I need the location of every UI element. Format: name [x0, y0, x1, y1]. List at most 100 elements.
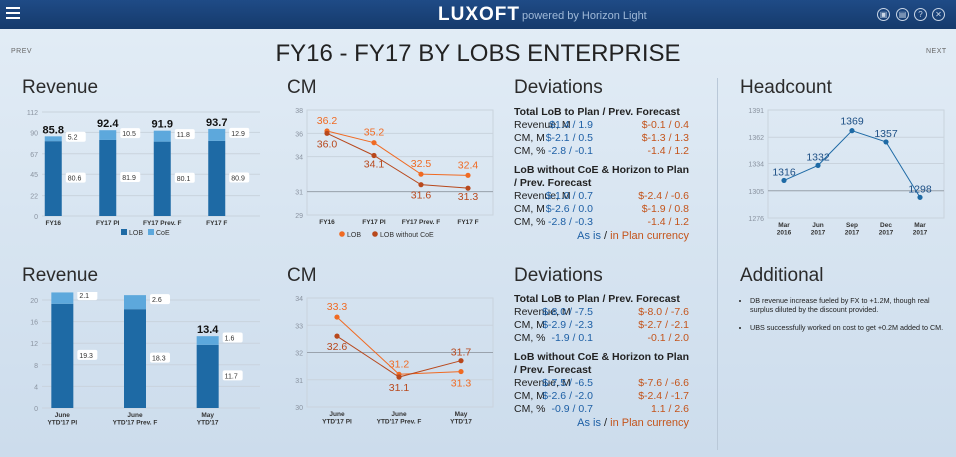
lob-value-box — [65, 172, 86, 183]
revenue-bottom-title: Revenue — [22, 265, 99, 286]
bar-lob-label: 80.9 — [231, 175, 245, 182]
y-tick-label: 1334 — [748, 162, 764, 169]
y-tick-label: 8 — [34, 363, 38, 370]
series-line — [326, 132, 469, 189]
data-point — [849, 128, 855, 134]
bar-coe-label: 2.6 — [152, 297, 162, 304]
headcount-chart: 1276 1305 1334 1362 1391 1316 1332 1369 1357 1298… — [748, 108, 945, 237]
y-tick-label: 4 — [34, 384, 38, 391]
data-point — [324, 130, 330, 136]
data-point — [917, 194, 923, 200]
bar-lob-label: 81.9 — [122, 175, 136, 182]
bar-coe-label: 5.2 — [68, 135, 78, 142]
additional-item: DB revenue increase fueled by FX to +1.2… — [750, 296, 950, 314]
data-point — [334, 314, 340, 320]
data-label: 36.0 — [317, 138, 338, 150]
deviation-row: CM, M $-2.1 / 0.5 $-1.3 / 1.3 — [514, 132, 689, 144]
headcount-title: Headcount — [740, 77, 832, 98]
lob-value-box — [77, 349, 98, 360]
deviation-row: CM, % -1.9 / 0.1 -0.1 / 2.0 — [514, 332, 689, 344]
bar-coe-label: 2.1 — [79, 293, 89, 300]
deviation-row: Revenue, M $1.4 / 1.9 $-0.1 / 0.4 — [514, 119, 689, 131]
revenue-top-chart: 0 22 45 67 90 112 85.8 5.2 80.6 FY16 92.410.5 81.9 F… — [27, 110, 260, 237]
close-icon[interactable]: ✕ — [932, 8, 945, 21]
x-tick-label: 2017 — [845, 230, 860, 237]
data-point — [418, 171, 424, 177]
deviations-top-panel: Total LoB to Plan / Prev. Forecast Reven… — [514, 106, 689, 243]
x-tick-label: May — [201, 412, 214, 419]
bar-lob — [124, 309, 146, 408]
y-tick-label: 90 — [30, 130, 38, 137]
data-point — [815, 162, 821, 169]
presentation-icon[interactable]: ▣ — [877, 8, 890, 21]
data-point — [458, 368, 464, 375]
x-tick-label: YTD'17 Pl — [322, 419, 352, 426]
x-tick-label: YTD'17 — [197, 420, 219, 427]
data-label: 31.6 — [411, 190, 432, 202]
y-tick-label: 16 — [30, 320, 38, 327]
data-label: 1332 — [806, 151, 830, 163]
lob-value-box — [150, 352, 170, 363]
y-tick-label: 45 — [30, 172, 38, 179]
coe-value-box — [150, 294, 170, 305]
data-label: 31.7 — [451, 347, 472, 359]
legend-label: CoE — [156, 230, 170, 237]
next-link[interactable]: NEXT — [926, 48, 947, 55]
powered-by: powered by Horizon Light — [522, 10, 647, 22]
deviation-row: CM, % -2.8 / -0.1 -1.4 / 1.2 — [514, 145, 689, 157]
deviation-group-title: Total LoB to Plan / Prev. Forecast — [514, 106, 680, 118]
deviation-row: CM, % -2.8 / -0.3 -1.4 / 1.2 — [514, 216, 689, 228]
y-tick-label: 1391 — [748, 108, 764, 115]
prev-link[interactable]: PREV — [11, 48, 33, 55]
lob-value-box — [120, 171, 141, 182]
bar-coe-label: 1.6 — [225, 336, 235, 343]
legend-swatch-lob — [121, 229, 127, 235]
print-icon[interactable]: ▤ — [896, 8, 909, 21]
legend-swatch-lob-without-coe — [372, 231, 378, 237]
data-point — [418, 182, 424, 188]
x-tick-label: YTD'17 — [450, 419, 472, 426]
bar-total-label: 91.9 — [152, 119, 173, 131]
coe-value-box — [174, 129, 195, 140]
x-tick-label: 2017 — [879, 230, 894, 237]
deviation-row: CM, M $-2.6 / -2.0 $-2.4 / -1.7 — [514, 390, 689, 402]
y-tick-label: 1362 — [748, 135, 764, 142]
bar-coe-label: 11.8 — [177, 132, 190, 139]
x-tick-label: Dec — [880, 222, 892, 229]
deviation-group-title: LoB without CoE & Horizon to Plan / Prev… — [514, 351, 689, 376]
bar-lob — [99, 139, 117, 216]
x-tick-label: 2016 — [777, 230, 792, 237]
bar-lob — [196, 344, 219, 408]
coe-value-box — [229, 127, 250, 138]
deviation-row: CM, M $-2.6 / 0.0 $-1.9 / 0.8 — [514, 203, 689, 215]
x-tick-label: YTD'17 Prev. F — [377, 419, 422, 426]
data-label: 1316 — [772, 166, 796, 178]
x-tick-label: Jun — [812, 222, 824, 229]
lob-value-box — [174, 172, 195, 183]
x-tick-label: 2017 — [913, 230, 928, 237]
x-tick-label: Mar — [914, 222, 926, 229]
y-tick-label: 31 — [295, 378, 303, 385]
bar-lob — [208, 140, 226, 216]
y-tick-label: 30 — [295, 405, 303, 412]
bar-total-label: 85.8 — [43, 124, 64, 136]
x-tick-label: June — [391, 411, 407, 418]
deviation-row: Revenue, M $-7.5 / -6.5 $-7.6 / -6.6 — [514, 377, 689, 389]
legend-swatch-lob — [339, 231, 345, 237]
deviation-row: CM, % -0.9 / 0.7 1.1 / 2.6 — [514, 403, 689, 415]
bar-total-label: 20.9 — [124, 292, 145, 295]
data-label: 1298 — [908, 183, 932, 195]
help-icon[interactable]: ? — [914, 8, 927, 21]
series-line — [326, 130, 469, 176]
data-label: 31.2 — [389, 358, 410, 370]
bar-lob — [51, 303, 74, 408]
y-tick-label: 34 — [295, 155, 303, 162]
cm-bottom-title: CM — [287, 265, 317, 286]
x-tick-label: June — [55, 412, 71, 419]
bar-coe — [99, 130, 117, 140]
data-label: 35.2 — [364, 127, 385, 139]
menu-icon[interactable] — [6, 7, 20, 21]
y-tick-label: 67 — [30, 152, 38, 159]
data-point — [465, 185, 471, 191]
bar-coe — [153, 130, 171, 142]
